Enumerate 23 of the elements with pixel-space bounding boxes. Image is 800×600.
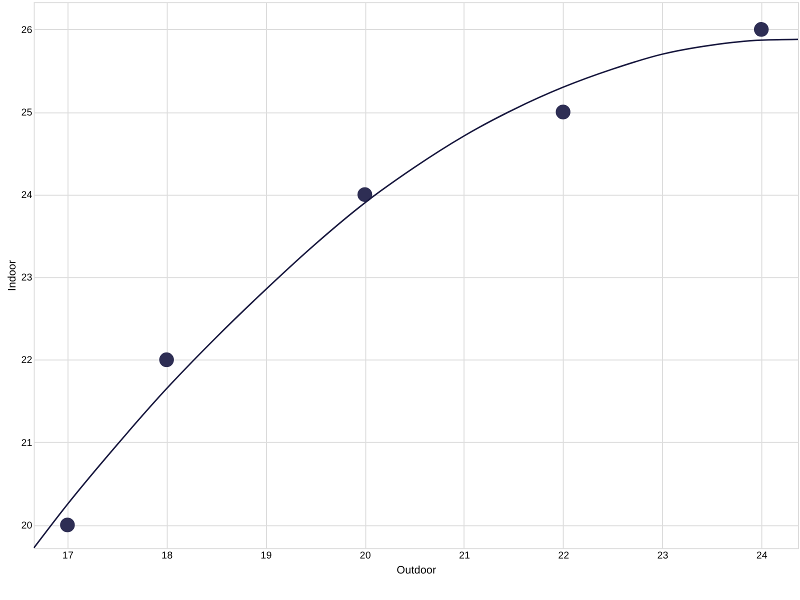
point: [556, 104, 570, 120]
x-tick-label: 19: [260, 550, 272, 562]
x-tick-label: 22: [558, 550, 570, 562]
y-tick-label: 22: [21, 355, 33, 366]
y-tick-label: 20: [21, 520, 33, 532]
y-tick-label: 23: [21, 272, 33, 284]
x-tick-label: 24: [756, 550, 768, 562]
y-tick-label: 25: [21, 107, 33, 118]
x-tick-label: 18: [162, 550, 174, 562]
y-axis-title: Indoor: [6, 260, 18, 292]
x-tick-label: 21: [458, 550, 470, 562]
point: [60, 518, 75, 532]
point: [159, 352, 174, 368]
line-series: [34, 38, 798, 548]
x-tick-label: 23: [657, 550, 669, 562]
y-tick-label: 24: [21, 190, 33, 202]
x-axis-title: Outdoor: [396, 564, 436, 576]
y-tick-label: 26: [21, 24, 33, 36]
point: [754, 22, 769, 37]
y-tick-label: 21: [21, 438, 33, 449]
x-tick-label: 20: [360, 550, 372, 562]
point: [357, 187, 372, 202]
x-tick-label: 17: [62, 550, 74, 562]
